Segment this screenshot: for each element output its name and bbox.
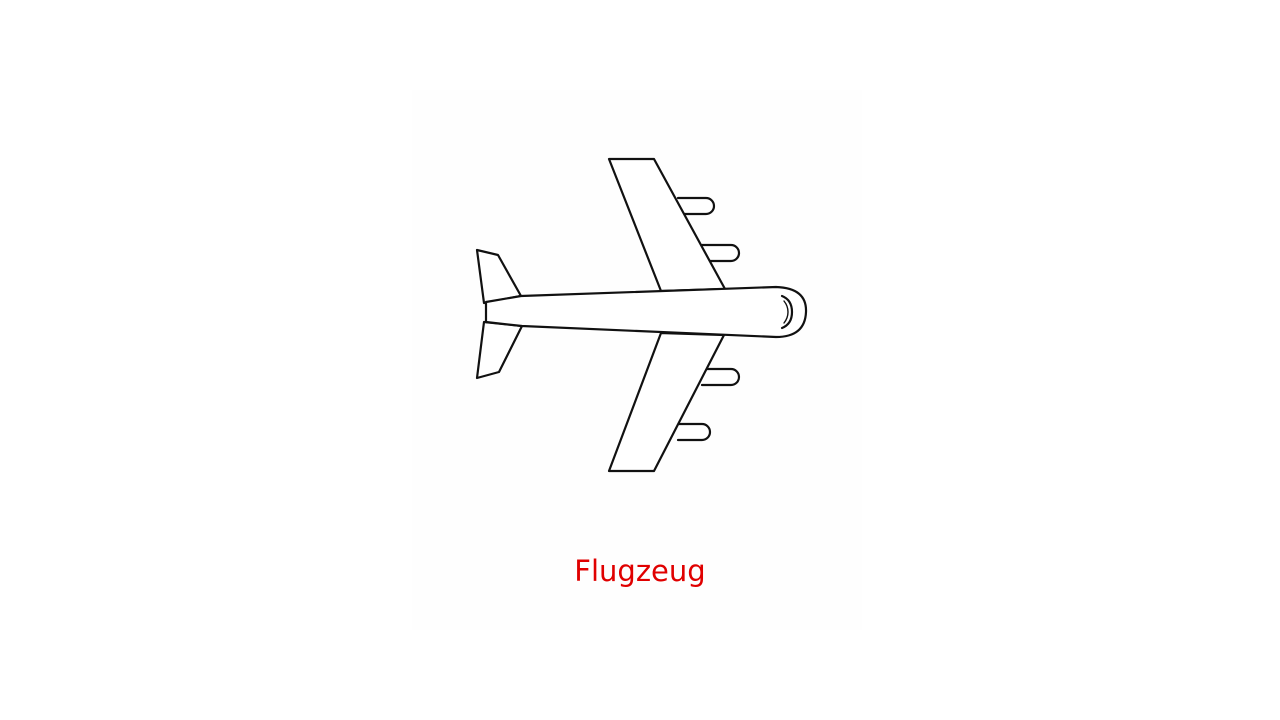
engine-lower-outer	[676, 422, 712, 442]
wing-lower	[607, 331, 726, 473]
wing-upper	[607, 157, 727, 293]
engine-lower-inner	[700, 367, 741, 387]
caption: Flugzeug	[574, 554, 706, 588]
cockpit-window	[780, 294, 794, 330]
engine-upper-outer	[676, 196, 716, 216]
engine-upper-inner	[700, 243, 741, 263]
tail-lower	[475, 320, 524, 380]
fuselage	[484, 285, 808, 339]
tail-upper	[475, 248, 523, 305]
